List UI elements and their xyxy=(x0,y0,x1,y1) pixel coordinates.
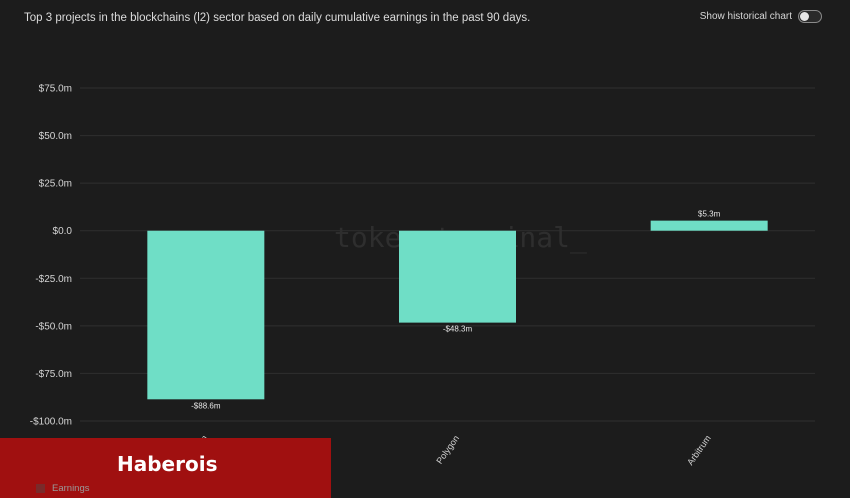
banner-text: Haberois xyxy=(117,452,218,476)
value-label: -$88.6m xyxy=(191,401,221,410)
bar-polygon[interactable] xyxy=(399,230,516,323)
bar-arbitrum[interactable] xyxy=(650,220,768,231)
value-labels: -$88.6m -$48.3m $5.3m xyxy=(191,210,720,411)
y-tick-label: $25.0m xyxy=(39,179,72,190)
historical-chart-toggle[interactable]: Show historical chart xyxy=(700,10,822,23)
legend-swatch-earnings xyxy=(36,484,45,493)
legend-label-earnings: Earnings xyxy=(52,483,90,494)
y-axis-ticks: $75.0m $50.0m $25.0m $0.0 -$25.0m -$50.0m -$75… xyxy=(30,84,73,428)
chart-title: Top 3 projects in the blockchains (l2) s… xyxy=(24,12,531,24)
y-tick-label: $50.0m xyxy=(39,131,72,142)
toggle-switch[interactable] xyxy=(798,10,822,23)
value-label: $5.3m xyxy=(698,210,721,219)
y-tick-label: -$50.0m xyxy=(35,321,72,332)
bars xyxy=(147,220,768,400)
y-tick-label: $75.0m xyxy=(39,84,72,95)
toggle-knob xyxy=(800,12,809,21)
y-tick-label: -$100.0m xyxy=(30,417,72,428)
value-label: -$48.3m xyxy=(443,325,473,334)
legend[interactable]: Earnings xyxy=(36,483,90,494)
x-tick-label: Arbitrum xyxy=(685,433,713,467)
y-tick-label: $0.0 xyxy=(53,226,73,237)
toggle-label: Show historical chart xyxy=(699,11,792,22)
bar-optimism[interactable] xyxy=(147,230,265,400)
y-tick-label: -$25.0m xyxy=(35,274,72,285)
x-tick-label: Polygon xyxy=(434,433,461,465)
banner xyxy=(0,438,331,498)
y-tick-label: -$75.0m xyxy=(35,369,72,380)
